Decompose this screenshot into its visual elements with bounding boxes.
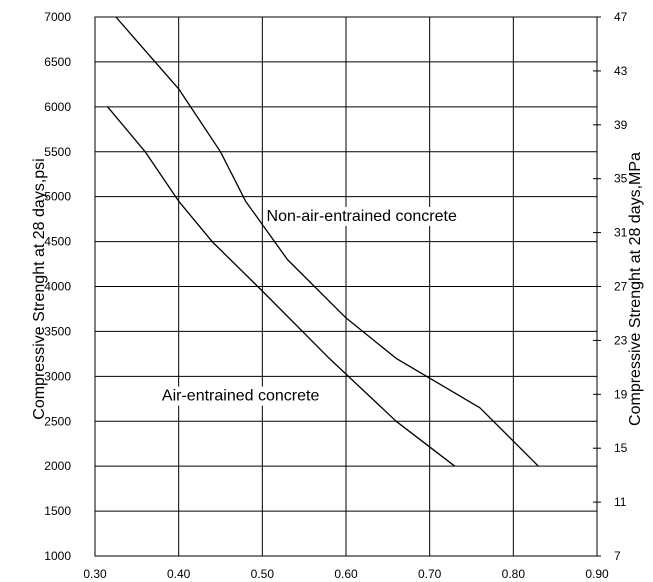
annotation-background (158, 386, 323, 406)
grid (94, 16, 598, 557)
y-tick-label: 1000 (44, 549, 71, 563)
y-tick-label: 5500 (44, 145, 71, 159)
annotations: Non-air-entrained concrete Air-entrained … (158, 206, 460, 406)
x-tick-label: 0.70 (418, 567, 442, 581)
air-entrained-line (107, 106, 456, 467)
x-tick-label: 0.30 (83, 567, 107, 581)
y-tick-label: 4000 (44, 280, 71, 294)
x-tick-label: 0.40 (167, 567, 191, 581)
y2-tick-label: 39 (614, 118, 628, 132)
x-tick-label: 0.90 (585, 567, 609, 581)
y-tick-label: 2000 (44, 459, 71, 473)
y-tick-label: 5000 (44, 190, 71, 204)
y2-tick-label: 43 (614, 64, 628, 78)
y2-tick-label: 31 (614, 226, 628, 240)
y2-tick-label: 35 (614, 172, 628, 186)
y2-tick-label: 27 (614, 280, 628, 294)
y-tick-label: 3500 (44, 324, 71, 338)
series-group (107, 16, 539, 467)
label-air-entrained: Air-entrained concrete (162, 388, 320, 405)
y-tick-label: 4500 (44, 235, 71, 249)
tick-labels: 0.30 0.40 0.50 0.60 0.70 0.80 0.90 1000 1500 2000… (44, 10, 609, 581)
y-axis-title: Compressive Strenght at 28 days,psi (31, 158, 48, 419)
right-axis: 7 11 15 19 23 27 31 35 39 43 47 (593, 10, 628, 563)
y2-tick-label: 11 (614, 495, 627, 509)
x-tick-label: 0.80 (502, 567, 526, 581)
label-non-air-entrained: Non-air-entrained concrete (267, 208, 457, 225)
y-tick-label: 6000 (44, 100, 71, 114)
y2-tick-label: 47 (614, 10, 628, 24)
x-tick-label: 0.50 (251, 567, 275, 581)
y2-tick-label: 15 (614, 441, 628, 455)
y-tick-label: 2500 (44, 414, 71, 428)
y2-axis-title: Compressive Strenght at 28 days,MPa (627, 152, 644, 426)
y2-tick-label: 19 (614, 387, 628, 401)
annotation-background (263, 206, 460, 226)
x-tick-label: 0.60 (334, 567, 358, 581)
y-tick-label: 3000 (44, 369, 71, 383)
y-tick-label: 6500 (44, 55, 71, 69)
y2-tick-label: 7 (614, 549, 621, 563)
y-tick-label: 7000 (44, 10, 71, 24)
non-air-entrained-line (115, 16, 539, 467)
y2-tick-label: 23 (614, 333, 628, 347)
y-tick-label: 1500 (44, 504, 71, 518)
